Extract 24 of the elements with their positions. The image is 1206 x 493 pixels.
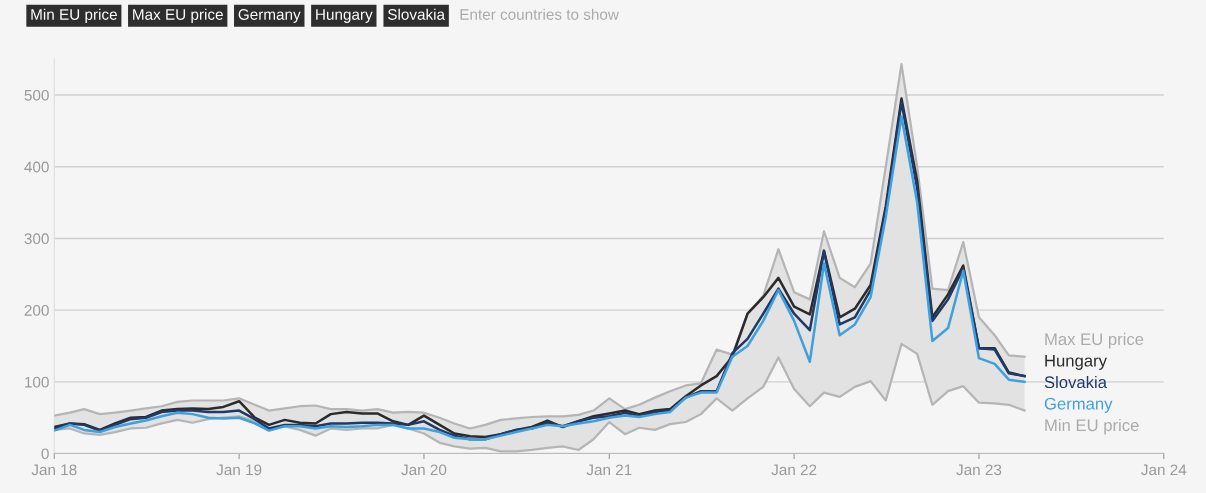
series-label: Max EU price [1045,332,1144,349]
y-tick-label: 300 [24,233,49,245]
text: Germany [238,9,301,23]
text: Min EU price [31,8,117,23]
series-label: Germany [1044,397,1113,413]
y-tick-label: 0 [41,448,49,460]
y-tick-label: 200 [24,305,49,316]
text: Slovakia [387,8,446,20]
x-tick-label: Jan 20 [401,464,447,476]
x-tick-label: Jan 22 [771,464,817,476]
x-tick-label: Jan 23 [956,464,1002,476]
text: Max EU price [133,8,223,23]
x-tick-label: Jan 24 [1141,464,1187,476]
y-tick-label: 500 [24,89,49,101]
text: Enter countries to show [460,8,619,20]
x-tick-label: Jan 18 [31,464,77,476]
y-tick-label: 400 [24,161,49,173]
y-tick-label: 100 [25,376,49,388]
x-tick-label: Jan 21 [586,464,632,476]
series-label: Hungary [1045,354,1107,370]
series-label: Slovakia [1044,375,1107,389]
text: Hungary [316,9,373,23]
x-tick-label: Jan 19 [216,464,262,476]
series-label: Min EU price [1045,418,1139,435]
